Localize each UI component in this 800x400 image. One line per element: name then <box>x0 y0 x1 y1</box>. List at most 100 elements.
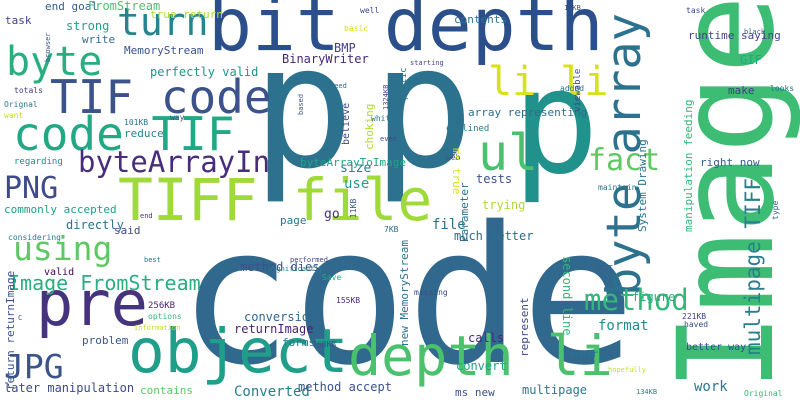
word: well <box>360 6 379 15</box>
word: ms new <box>455 386 495 399</box>
word: Save <box>322 273 341 282</box>
word: multipage <box>522 383 587 397</box>
word: fact <box>588 143 660 178</box>
word: Parameter <box>458 182 471 242</box>
word: tests <box>476 172 512 186</box>
word: page <box>280 214 307 227</box>
word: Image FromStream <box>8 271 201 295</box>
word: work <box>694 379 728 395</box>
word: believe <box>341 103 352 145</box>
word: viewable <box>573 69 583 112</box>
word: added <box>560 84 584 93</box>
word: second line <box>560 256 574 335</box>
word: BinaryWriter <box>282 52 369 66</box>
word: p <box>372 9 474 207</box>
word: p <box>512 38 599 207</box>
word: Original <box>744 389 783 398</box>
word: want <box>4 111 23 120</box>
word: web <box>446 153 461 162</box>
word: haved <box>684 320 708 329</box>
word: even <box>380 135 397 143</box>
word: contains <box>140 384 193 397</box>
word: task <box>5 14 32 27</box>
word: TIF code <box>50 70 272 124</box>
word: need <box>330 82 347 90</box>
word: basic <box>344 24 368 33</box>
word: byte <box>6 39 102 85</box>
word: using <box>13 229 112 268</box>
word: information <box>134 324 180 332</box>
word: format <box>598 318 649 334</box>
word: PNG <box>4 171 58 206</box>
word: method dies <box>240 260 319 274</box>
word: pre <box>36 267 148 340</box>
word: Orignal <box>4 100 38 109</box>
word: byteArrayIn <box>78 145 270 179</box>
word: commonly accepted <box>4 203 117 216</box>
word: BMP <box>334 41 356 55</box>
word: 1324KB <box>382 85 390 110</box>
word: runtime saying <box>688 29 781 42</box>
word: 134KB <box>636 388 657 396</box>
word: public <box>399 67 409 100</box>
word: bit depth <box>208 0 604 68</box>
word: depth li <box>348 324 613 388</box>
word: maintain <box>598 183 637 192</box>
word: end goal <box>45 0 98 13</box>
word: array representing <box>468 106 587 119</box>
word: size <box>340 161 371 176</box>
word: 155KB <box>336 296 360 305</box>
word: later manipulation <box>4 381 134 395</box>
word: performed <box>290 256 328 264</box>
word: use <box>344 176 369 192</box>
word: perfectly valid <box>150 65 258 79</box>
word: code <box>178 186 636 400</box>
word: GIF <box>740 53 762 67</box>
word: returnImage <box>234 322 313 336</box>
word: end <box>140 212 153 220</box>
word: go <box>324 207 340 222</box>
word: file <box>432 217 466 233</box>
word: method accept <box>298 380 392 394</box>
word: contents <box>454 13 507 26</box>
word: object <box>128 316 348 387</box>
word: return returnImage <box>4 271 17 390</box>
word: EDIT <box>596 264 614 272</box>
word: ul <box>478 124 538 182</box>
word: turn <box>117 0 209 44</box>
word: type <box>771 201 780 220</box>
word: represent <box>518 297 531 357</box>
word: JPG <box>4 347 64 386</box>
word: trying <box>482 198 525 212</box>
word: browser <box>44 32 52 62</box>
word: larger <box>562 349 598 360</box>
word: method <box>584 283 689 317</box>
word: Image <box>650 0 800 392</box>
word: ms true <box>450 148 463 194</box>
word: manipulation feeding <box>682 100 695 232</box>
word: regarding <box>14 157 63 167</box>
word: based <box>297 94 305 115</box>
word: 11KB <box>349 199 358 218</box>
word: calls <box>468 331 504 345</box>
word: figure <box>632 290 675 304</box>
word: outlined <box>446 124 489 134</box>
word: forms <box>282 336 315 349</box>
word: li li <box>488 59 608 105</box>
word: considering <box>8 233 61 242</box>
word: write <box>82 33 115 46</box>
word: valid <box>44 267 74 278</box>
word: code TIF <box>13 107 235 161</box>
word: convert <box>456 359 507 373</box>
word: black <box>744 28 766 36</box>
word: 768KB <box>312 340 336 349</box>
word: way <box>170 113 185 122</box>
word: new MemoryStream <box>398 240 411 346</box>
word: MemoryStream <box>124 44 204 57</box>
word: said <box>114 224 141 237</box>
word: FromStream <box>88 0 160 13</box>
word: directly <box>66 218 124 232</box>
word: strong <box>66 19 109 33</box>
